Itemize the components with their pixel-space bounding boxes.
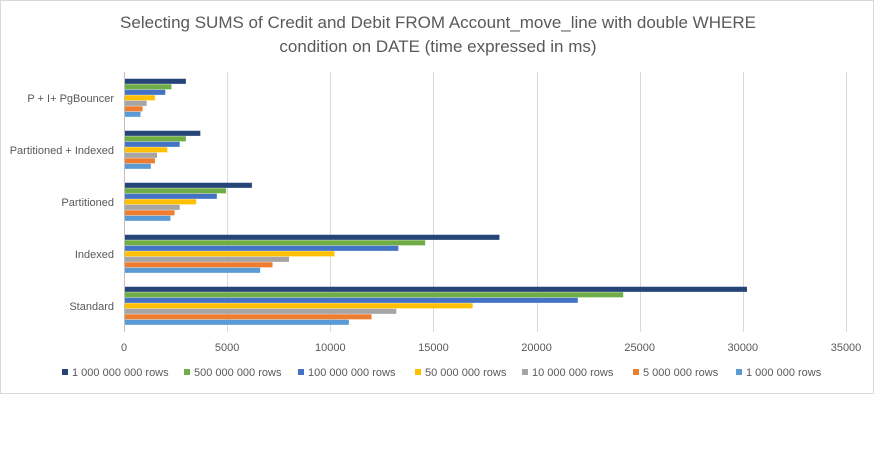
bar-6-3 <box>125 210 175 216</box>
axes: 0 5000 10000 15000 20000 25000 30000 35000 Stand… <box>10 72 862 354</box>
bar-2-4 <box>125 136 186 142</box>
legend-label: 500 000 000 rows <box>194 367 282 379</box>
bars <box>125 78 747 325</box>
bar-4-1 <box>125 303 473 309</box>
bar-5-3 <box>125 204 180 210</box>
bar-1-2 <box>125 234 500 240</box>
bar-3-4 <box>125 141 180 147</box>
bar-1-4 <box>125 130 201 136</box>
bar-5-1 <box>125 308 397 314</box>
legend-swatch <box>62 369 68 375</box>
bar-3-5 <box>125 89 166 95</box>
bar-1-3 <box>125 182 252 188</box>
legend-swatch <box>736 369 742 375</box>
legend-swatch <box>184 369 190 375</box>
x-tick-label: 30000 <box>728 342 759 354</box>
legend: 1 000 000 000 rows 500 000 000 rows 100 00… <box>62 367 822 379</box>
category-label: Partitioned + Indexed <box>10 145 114 157</box>
bar-5-5 <box>125 100 147 106</box>
legend-label: 10 000 000 rows <box>532 367 614 379</box>
x-tick-label: 35000 <box>831 342 862 354</box>
x-tick-label: 15000 <box>418 342 449 354</box>
chart-title: Selecting SUMS of Credit and Debit FROM … <box>120 13 756 56</box>
bar-2-5 <box>125 84 172 90</box>
bar-1-5 <box>125 78 186 84</box>
category-label: Standard <box>69 301 114 313</box>
legend-swatch <box>633 369 639 375</box>
category-label: P + I+ PgBouncer <box>27 93 114 105</box>
bar-chart: Selecting SUMS of Credit and Debit FROM … <box>10 13 862 379</box>
category-label: Partitioned <box>61 197 114 209</box>
legend-label: 5 000 000 rows <box>643 367 719 379</box>
bar-7-2 <box>125 267 261 273</box>
bar-6-2 <box>125 262 273 268</box>
x-tick-label: 0 <box>121 342 127 354</box>
legend-label: 1 000 000 rows <box>746 367 822 379</box>
bar-2-1 <box>125 292 624 298</box>
bar-3-3 <box>125 193 217 199</box>
x-tick-label: 5000 <box>215 342 239 354</box>
bar-6-5 <box>125 106 143 112</box>
x-tick-label: 10000 <box>315 342 346 354</box>
x-tick-label: 20000 <box>521 342 552 354</box>
legend-swatch <box>522 369 528 375</box>
bar-5-2 <box>125 256 290 262</box>
bar-7-1 <box>125 319 349 325</box>
bar-7-4 <box>125 163 151 169</box>
bar-6-1 <box>125 314 372 320</box>
x-tick-label: 25000 <box>624 342 655 354</box>
legend-label: 50 000 000 rows <box>425 367 507 379</box>
category-label: Indexed <box>75 249 114 261</box>
bar-6-4 <box>125 158 155 164</box>
bar-4-2 <box>125 251 335 257</box>
bar-1-1 <box>125 286 747 292</box>
bar-4-4 <box>125 147 168 153</box>
bar-3-2 <box>125 245 399 251</box>
bar-4-3 <box>125 199 197 205</box>
bar-2-2 <box>125 240 426 246</box>
bar-7-5 <box>125 111 141 117</box>
chart-title-line-2: condition on DATE (time expressed in ms) <box>279 37 596 56</box>
legend-swatch <box>298 369 304 375</box>
chart-title-line-1: Selecting SUMS of Credit and Debit FROM … <box>120 13 756 32</box>
bar-3-1 <box>125 297 578 303</box>
bar-4-5 <box>125 95 155 101</box>
bar-5-4 <box>125 152 158 158</box>
legend-swatch <box>415 369 421 375</box>
bar-2-3 <box>125 188 227 194</box>
legend-label: 100 000 000 rows <box>308 367 396 379</box>
legend-label: 1 000 000 000 rows <box>72 367 169 379</box>
bar-7-3 <box>125 215 171 221</box>
